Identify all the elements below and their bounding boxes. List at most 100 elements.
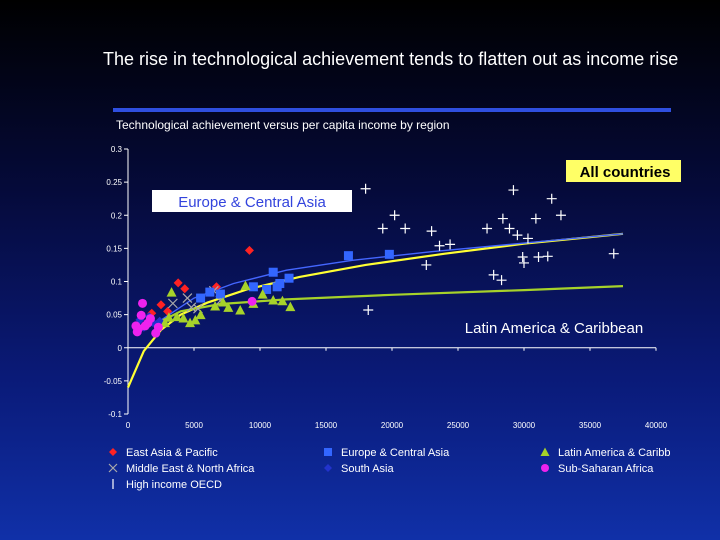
data-point xyxy=(156,300,166,310)
annotation-europe-bg xyxy=(152,190,352,212)
legend-item: Europe & Central Asia xyxy=(324,447,450,459)
data-point xyxy=(210,301,221,311)
y-tick-labels: -0.1 -0.05 0 0.05 0.1 0.15 0.2 0.25 0.3 xyxy=(104,145,128,419)
legend-label: South Asia xyxy=(341,463,394,475)
legend-label: East Asia & Pacific xyxy=(126,447,218,459)
data-point xyxy=(257,289,268,299)
legend-marker xyxy=(541,464,549,472)
y-tick-label: 0.05 xyxy=(106,311,122,320)
data-point xyxy=(496,275,507,286)
plot-area xyxy=(128,149,656,414)
data-point xyxy=(522,233,533,244)
legend-label: Sub-Saharan Africa xyxy=(558,463,654,475)
legend-marker xyxy=(324,448,332,456)
data-point xyxy=(178,312,189,323)
data-point xyxy=(132,327,142,337)
y-tick-label: -0.05 xyxy=(104,377,123,386)
x-tick-label: 15000 xyxy=(315,421,338,430)
data-point xyxy=(145,314,155,324)
y-tick-label: 0.25 xyxy=(106,178,122,187)
data-point xyxy=(244,245,254,255)
data-point xyxy=(159,317,170,328)
data-point xyxy=(533,251,544,262)
data-point xyxy=(343,251,353,261)
data-point xyxy=(268,295,279,305)
legend: East Asia & Pacific Middle East & North A… xyxy=(108,447,671,491)
y-tick-label: -0.1 xyxy=(108,410,122,419)
data-point xyxy=(517,251,528,262)
data-point xyxy=(512,230,523,241)
title-divider xyxy=(113,108,671,112)
data-point xyxy=(377,223,388,234)
chart-subtitle: Technological achievement versus per cap… xyxy=(116,118,450,132)
y-tick-label: 0.3 xyxy=(111,145,123,154)
data-point xyxy=(182,293,193,303)
data-point xyxy=(218,297,229,307)
y-tick-label: 0 xyxy=(118,344,123,353)
data-point xyxy=(384,249,394,259)
data-point xyxy=(546,193,557,204)
data-point xyxy=(190,314,201,325)
data-point xyxy=(608,248,619,259)
legend-label: Europe & Central Asia xyxy=(341,447,450,459)
x-tick-label: 10000 xyxy=(249,421,272,430)
data-point xyxy=(215,289,225,299)
data-point xyxy=(519,257,529,268)
data-points xyxy=(131,183,619,338)
data-point xyxy=(285,301,296,312)
data-point xyxy=(136,310,146,320)
x-tick-label: 0 xyxy=(126,421,131,430)
data-point xyxy=(167,298,178,309)
data-point xyxy=(173,278,183,288)
data-point xyxy=(262,284,272,294)
legend-marker xyxy=(108,463,118,473)
legend-marker xyxy=(324,464,332,472)
data-point xyxy=(205,287,215,297)
data-point xyxy=(400,223,411,234)
data-point xyxy=(235,304,246,315)
data-point xyxy=(171,311,182,322)
annotation-all-countries-text: All countries xyxy=(580,164,671,181)
annotation-latam: Latin America & Caribbean xyxy=(465,320,643,337)
x-tick-label: 5000 xyxy=(185,421,203,430)
data-point xyxy=(185,317,196,328)
data-point xyxy=(389,210,400,221)
data-point xyxy=(138,298,148,308)
annotation-all-countries-bg xyxy=(566,160,681,182)
trend-line xyxy=(153,285,624,326)
y-tick-label: 0.2 xyxy=(111,211,123,220)
data-point xyxy=(153,322,163,332)
annotation-all-countries: All countries xyxy=(566,160,681,182)
data-point xyxy=(497,213,508,224)
y-tick-label: 0.15 xyxy=(106,244,122,253)
data-point xyxy=(275,278,285,288)
data-point xyxy=(542,251,553,262)
data-point xyxy=(488,269,499,280)
data-point xyxy=(195,309,206,320)
data-point xyxy=(555,210,566,221)
data-point xyxy=(223,302,234,312)
x-tick-label: 30000 xyxy=(513,421,536,430)
x-tick-label: 20000 xyxy=(381,421,404,430)
legend-label: Middle East & North Africa xyxy=(126,463,255,475)
data-point xyxy=(445,239,456,250)
legend-item: East Asia & Pacific xyxy=(109,447,218,459)
legend-item: High income OECD xyxy=(112,479,222,491)
legend-marker xyxy=(109,448,117,456)
data-point xyxy=(268,267,278,277)
legend-label: Latin America & Caribb xyxy=(558,447,671,459)
page-title: The rise in technological achievement te… xyxy=(103,49,679,69)
legend-item: Sub-Saharan Africa xyxy=(541,463,654,475)
data-point xyxy=(180,284,190,294)
x-tick-label: 35000 xyxy=(579,421,602,430)
data-point xyxy=(530,213,541,224)
data-point xyxy=(240,280,251,290)
data-point xyxy=(363,304,374,315)
data-point xyxy=(482,223,493,234)
data-point xyxy=(166,287,177,297)
legend-item: South Asia xyxy=(324,463,394,475)
y-tick-label: 0.1 xyxy=(111,278,123,287)
data-point xyxy=(277,295,288,306)
annotation-latam-text: Latin America & Caribbean xyxy=(465,320,643,337)
